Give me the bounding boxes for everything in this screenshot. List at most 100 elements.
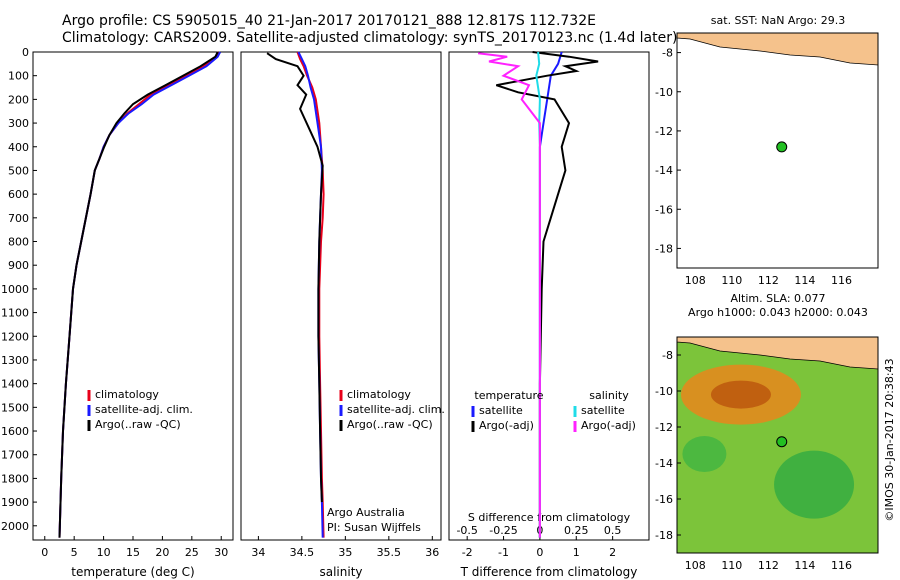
salinity-xtick-label: 36	[425, 546, 439, 559]
sla-low-anomaly	[774, 450, 855, 519]
salinity-legend-label: Argo(..raw -QC)	[347, 418, 433, 431]
difference-series-line	[477, 52, 541, 538]
title-line-1: Argo profile: CS 5905015_40 21-Jan-2017 …	[62, 13, 596, 29]
salinity-series-line	[266, 52, 324, 503]
depth-tick-label: 1000	[1, 283, 29, 296]
map-xtick-label: 116	[831, 559, 852, 572]
map-ytick-label: -8	[662, 47, 673, 60]
map-xtick-label: 112	[758, 559, 779, 572]
depth-tick-label: 700	[8, 212, 29, 225]
depth-tick-label: 400	[8, 141, 29, 154]
map-xtick-label: 116	[831, 274, 852, 287]
temperature-xtick-label: 30	[214, 546, 228, 559]
difference-xtick-label: 0	[536, 546, 543, 559]
map-xtick-label: 114	[794, 559, 815, 572]
map-xtick-label: 114	[794, 274, 815, 287]
difference-xtick-label: -1	[498, 546, 509, 559]
map-xtick-label: 110	[721, 559, 742, 572]
temperature-axes	[32, 51, 234, 541]
difference-series-line	[495, 51, 599, 538]
map-xtick-label: 108	[685, 274, 706, 287]
depth-tick-label: 1600	[1, 425, 29, 438]
temperature-legend-label: satellite-adj. clim.	[95, 403, 193, 416]
legend-right-label: Argo(-adj)	[581, 419, 636, 432]
salinity-xtick-label: 35.5	[377, 546, 402, 559]
depth-tick-label: 1500	[1, 401, 29, 414]
map-ytick-label: -10	[655, 385, 673, 398]
salinity-legend-label: satellite-adj. clim.	[347, 403, 445, 416]
map-ytick-label: -18	[655, 529, 673, 542]
salinity-legend-label: climatology	[347, 388, 411, 401]
temperature-xtick-label: 25	[185, 546, 199, 559]
sla-low-anomaly	[682, 436, 727, 472]
difference-xlabel: T difference from climatology	[460, 565, 638, 579]
depth-tick-label: 1100	[1, 307, 29, 320]
legend-right-label: satellite	[581, 404, 625, 417]
map-ytick-label: -16	[655, 203, 673, 216]
depth-tick-label: 1700	[1, 449, 29, 462]
map-ytick-label: -18	[655, 242, 673, 255]
depth-tick-label: 1300	[1, 354, 29, 367]
depth-tick-label: 2000	[1, 520, 29, 533]
map-frame	[676, 32, 879, 269]
map-xtick-label: 110	[721, 274, 742, 287]
legend-left-title: temperature	[474, 389, 543, 402]
legend-left-label: Argo(-adj)	[479, 419, 534, 432]
depth-tick-label: 1800	[1, 472, 29, 485]
map-ytick-label: -12	[655, 421, 673, 434]
temperature-xtick-label: 10	[97, 546, 111, 559]
salinity-axes	[240, 51, 442, 541]
salinity-xtick-label: 34	[251, 546, 265, 559]
depth-tick-label: 1200	[1, 330, 29, 343]
depth-tick-label: 1900	[1, 496, 29, 509]
map-ytick-label: -12	[655, 125, 673, 138]
sla-peak-anomaly	[710, 380, 771, 409]
depth-tick-label: 500	[8, 164, 29, 177]
salinity-annotation: Argo Australia	[327, 506, 405, 519]
map-ytick-label: -8	[662, 349, 673, 362]
temperature-xlabel: temperature (deg C)	[71, 565, 194, 579]
depth-tick-label: 100	[8, 70, 29, 83]
temperature-series-line	[58, 51, 219, 538]
temperature-xtick-label: 20	[155, 546, 169, 559]
difference-xlabel2: S difference from climatology	[468, 511, 631, 524]
difference-xtick2-label: -0.5	[456, 524, 477, 537]
sst-map-title: sat. SST: NaN Argo: 29.3	[711, 14, 845, 27]
temperature-legend-label: climatology	[95, 388, 159, 401]
map-frame	[676, 336, 879, 554]
depth-tick-label: 200	[8, 93, 29, 106]
difference-xtick2-label: 0.25	[564, 524, 589, 537]
salinity-xtick-label: 34.5	[290, 546, 315, 559]
depth-tick-label: 1400	[1, 378, 29, 391]
difference-axes	[448, 51, 650, 541]
title-line-2: Climatology: CARS2009. Satellite-adjuste…	[62, 30, 678, 46]
sla-map-subtitle: Argo h1000: 0.043 h2000: 0.043	[688, 306, 868, 319]
map-ytick-label: -14	[655, 457, 673, 470]
depth-tick-label: 0	[22, 46, 29, 59]
temperature-xtick-label: 5	[71, 546, 78, 559]
temperature-legend-label: Argo(..raw -QC)	[95, 418, 181, 431]
sst-map-background	[677, 33, 878, 268]
map-ytick-label: -10	[655, 86, 673, 99]
salinity-xlabel: salinity	[319, 565, 362, 579]
map-ytick-label: -16	[655, 493, 673, 506]
depth-tick-label: 800	[8, 236, 29, 249]
map-ytick-label: -14	[655, 164, 673, 177]
legend-right-title: salinity	[589, 389, 629, 402]
difference-xtick-label: 2	[609, 546, 616, 559]
difference-xtick2-label: 0.5	[604, 524, 622, 537]
temperature-xtick-label: 15	[126, 546, 140, 559]
sla-map-title: Altim. SLA: 0.077	[730, 292, 825, 305]
argo-float-location	[776, 436, 788, 448]
difference-xtick-label: -2	[462, 546, 473, 559]
argo-float-location	[776, 141, 788, 153]
temperature-xtick-label: 0	[41, 546, 48, 559]
difference-xtick2-label: -0.25	[489, 524, 517, 537]
depth-tick-label: 300	[8, 117, 29, 130]
depth-tick-label: 900	[8, 259, 29, 272]
legend-left-label: satellite	[479, 404, 523, 417]
salinity-xtick-label: 35	[338, 546, 352, 559]
salinity-annotation: PI: Susan Wijffels	[327, 521, 421, 534]
map-xtick-label: 108	[685, 559, 706, 572]
